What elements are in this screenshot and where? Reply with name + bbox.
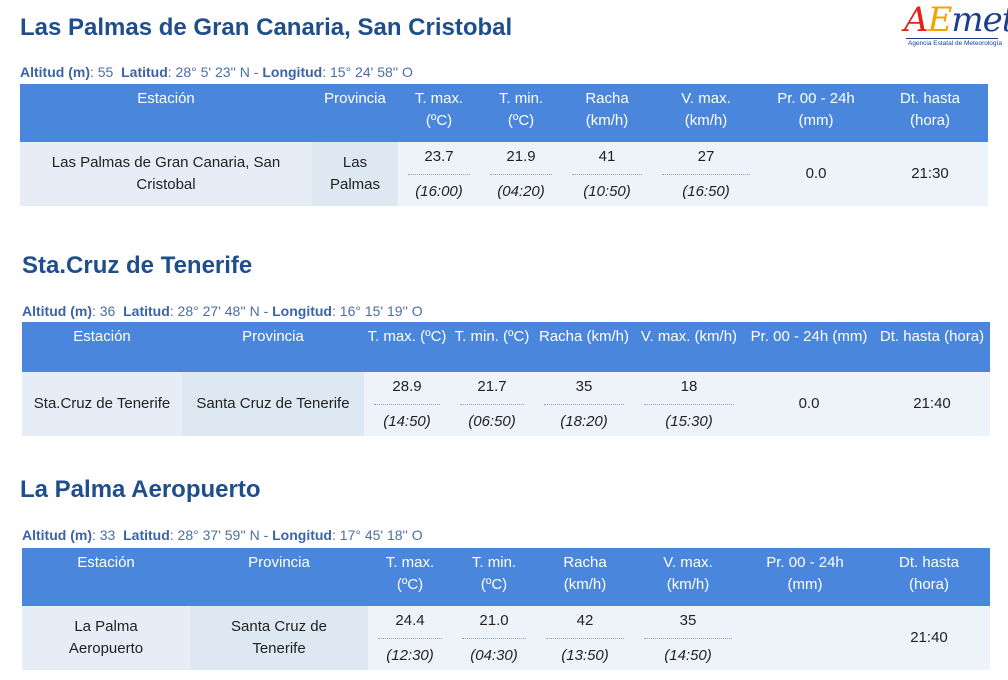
station-title: Sta.Cruz de Tenerife — [22, 252, 253, 279]
cell-vmax: 27 (16:50) — [652, 142, 760, 206]
station-meta: Altitud (m): 36 Latitud: 28° 27' 48'' N … — [22, 303, 423, 319]
cell-vmax: 35 (14:50) — [634, 606, 742, 670]
cell-racha: 35 (18:20) — [534, 372, 634, 436]
cell-pr: 0.0 — [744, 372, 874, 436]
header-vmax: V. max. (km/h) — [634, 548, 742, 606]
station-table: Estación Provincia T. max. (ºC) T. min. … — [22, 548, 990, 670]
station-table: Estación Provincia T. max. (ºC) T. min. … — [22, 322, 990, 436]
cell-provincia: Santa Cruz de Tenerife — [182, 372, 364, 436]
header-provincia: Provincia — [312, 84, 398, 142]
cell-tmax: 28.9 (14:50) — [364, 372, 450, 436]
header-tmax: T. max. (ºC) — [368, 548, 452, 606]
cell-tmax: 24.4 (12:30) — [368, 606, 452, 670]
header-provincia: Provincia — [182, 322, 364, 372]
header-dt: Dt. hasta (hora) — [872, 84, 988, 142]
aemet-logo: AEmet Agencia Estatal de Meteorología — [896, 2, 1008, 50]
header-tmin: T. min. (ºC) — [450, 322, 534, 372]
header-tmax: T. max. (ºC) — [398, 84, 480, 142]
cell-estacion: La Palma Aeropuerto — [22, 606, 190, 670]
cell-tmin: 21.9 (04:20) — [480, 142, 562, 206]
table-header-row: Estación Provincia T. max. (ºC) T. min. … — [20, 84, 988, 142]
header-vmax: V. max. (km/h) — [652, 84, 760, 142]
header-dt: Dt. hasta (hora) — [868, 548, 990, 606]
table-header-row: Estación Provincia T. max. (ºC) T. min. … — [22, 548, 990, 606]
cell-tmin: 21.7 (06:50) — [450, 372, 534, 436]
cell-dt: 21:40 — [874, 372, 990, 436]
header-pr: Pr. 00 - 24h (mm) — [744, 322, 874, 372]
cell-pr — [742, 606, 868, 670]
cell-estacion: Sta.Cruz de Tenerife — [22, 372, 182, 436]
cell-tmax: 23.7 (16:00) — [398, 142, 480, 206]
cell-dt: 21:40 — [868, 606, 990, 670]
header-vmax: V. max. (km/h) — [634, 322, 744, 372]
cell-tmin: 21.0 (04:30) — [452, 606, 536, 670]
header-pr: Pr. 00 - 24h (mm) — [742, 548, 868, 606]
header-pr: Pr. 00 - 24h (mm) — [760, 84, 872, 142]
header-provincia: Provincia — [190, 548, 368, 606]
table-row: Las Palmas de Gran Canaria, San Cristoba… — [20, 142, 988, 206]
station-title: La Palma Aeropuerto — [20, 476, 261, 503]
cell-estacion: Las Palmas de Gran Canaria, San Cristoba… — [20, 142, 312, 206]
cell-pr: 0.0 — [760, 142, 872, 206]
header-estacion: Estación — [22, 548, 190, 606]
cell-dt: 21:30 — [872, 142, 988, 206]
station-table: Estación Provincia T. max. (ºC) T. min. … — [20, 84, 988, 206]
table-header-row: Estación Provincia T. max. (ºC) T. min. … — [22, 322, 990, 372]
header-tmax: T. max. (ºC) — [364, 322, 450, 372]
header-racha: Racha (km/h) — [536, 548, 634, 606]
cell-provincia: Las Palmas — [312, 142, 398, 206]
header-racha: Racha (km/h) — [534, 322, 634, 372]
cell-racha: 41 (10:50) — [562, 142, 652, 206]
header-tmin: T. min. (ºC) — [452, 548, 536, 606]
header-estacion: Estación — [20, 84, 312, 142]
station-meta: Altitud (m): 33 Latitud: 28° 37' 59'' N … — [22, 527, 423, 543]
header-estacion: Estación — [22, 322, 182, 372]
table-row: Sta.Cruz de Tenerife Santa Cruz de Tener… — [22, 372, 990, 436]
station-meta: Altitud (m): 55 Latitud: 28° 5' 23'' N -… — [20, 64, 413, 80]
header-racha: Racha (km/h) — [562, 84, 652, 142]
station-title: Las Palmas de Gran Canaria, San Cristoba… — [20, 14, 513, 41]
aemet-logo-subtitle: Agencia Estatal de Meteorología — [908, 40, 1002, 47]
table-row: La Palma Aeropuerto Santa Cruz de Teneri… — [22, 606, 990, 670]
cell-racha: 42 (13:50) — [536, 606, 634, 670]
cell-vmax: 18 (15:30) — [634, 372, 744, 436]
header-dt: Dt. hasta (hora) — [874, 322, 990, 372]
header-tmin: T. min. (ºC) — [480, 84, 562, 142]
aemet-logo-mark: AEmet — [904, 0, 1008, 40]
cell-provincia: Santa Cruz de Tenerife — [190, 606, 368, 670]
